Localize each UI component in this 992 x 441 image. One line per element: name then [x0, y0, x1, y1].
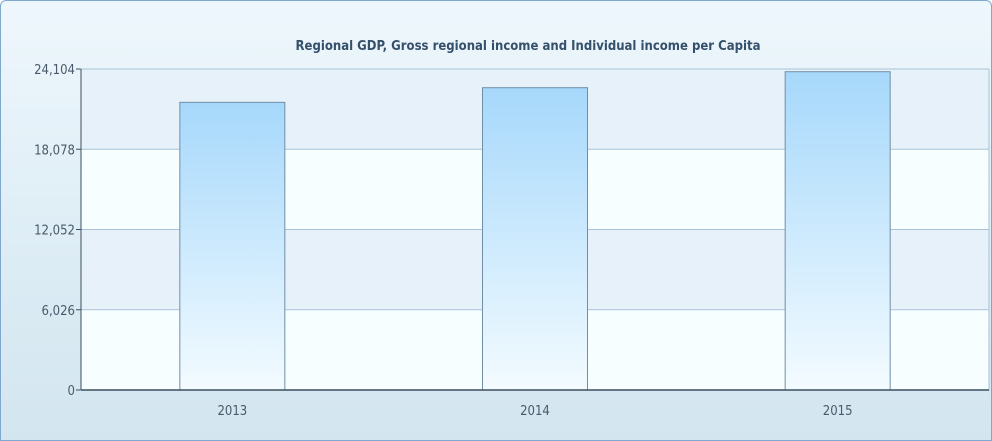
bars [179, 71, 891, 391]
y-tick-label: 6,026 [42, 304, 75, 319]
bar-2013[interactable] [179, 101, 286, 391]
y-tick-label: 24,104 [34, 63, 75, 78]
bar-2014[interactable] [482, 87, 588, 391]
x-tick-label: 2015 [823, 404, 853, 419]
x-tick-label: 2014 [520, 404, 550, 419]
x-tick-labels: 2013 2014 2015 [217, 404, 852, 419]
y-tick-label: 18,078 [34, 143, 75, 158]
chart-title: Regional GDP, Gross regional income and … [296, 39, 761, 54]
y-tick-labels: 0 6,026 12,052 18,078 24,104 [34, 63, 75, 399]
y-tick-label: 12,052 [34, 224, 75, 239]
y-tick-label: 0 [68, 384, 75, 399]
x-tick-label: 2013 [217, 404, 247, 419]
axes [80, 68, 990, 391]
bar-2015[interactable] [784, 71, 891, 391]
